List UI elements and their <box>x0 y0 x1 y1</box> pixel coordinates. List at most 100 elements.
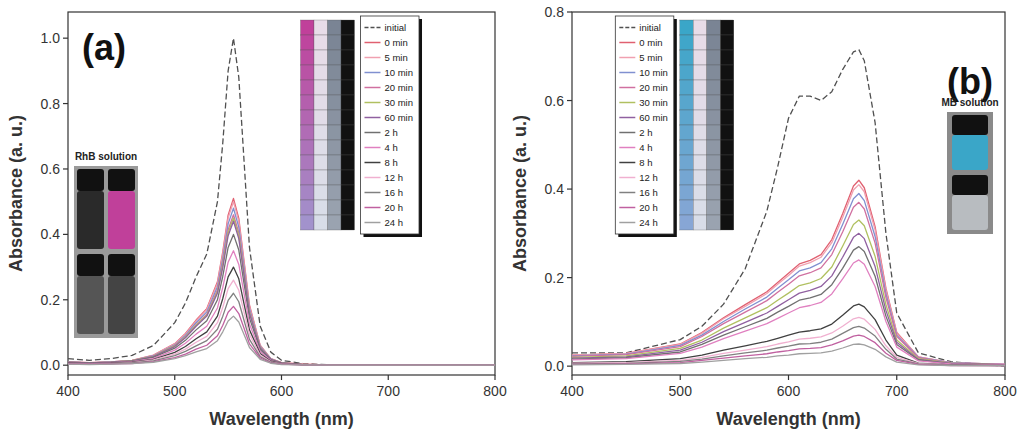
x-tick-label: 700 <box>377 383 401 399</box>
legend-swatch <box>364 72 380 74</box>
photo-cell <box>720 50 734 65</box>
photo-cell <box>720 110 734 125</box>
photo-cell <box>720 20 734 35</box>
x-tick <box>571 375 572 380</box>
legend-label: 10 min <box>384 67 413 78</box>
y-tick <box>63 234 68 235</box>
legend-label: 0 min <box>384 37 407 48</box>
spectrum-line <box>572 335 1005 366</box>
photo-cell <box>693 65 707 80</box>
photo-cell <box>680 80 694 95</box>
legend: initial0 min5 min10 min20 min30 min60 mi… <box>615 16 677 237</box>
legend-swatch <box>619 192 635 194</box>
photo-cell <box>314 200 328 215</box>
photo-cell <box>680 35 694 50</box>
legend-swatch <box>619 57 635 59</box>
photo-cell <box>720 215 734 230</box>
photo-cell <box>707 110 721 125</box>
spectrum-line <box>572 260 1005 365</box>
x-tick <box>680 375 681 380</box>
vial-body <box>952 135 988 170</box>
y-tick <box>567 11 572 12</box>
photo-cell <box>341 140 355 155</box>
legend-box <box>360 16 419 234</box>
photo-cell <box>327 50 341 65</box>
photo-cell <box>314 140 328 155</box>
vial-body <box>77 191 104 249</box>
legend-swatch <box>619 117 635 119</box>
x-tick-label: 400 <box>560 383 584 399</box>
legend-swatch <box>619 177 635 179</box>
photo-cell <box>693 155 707 170</box>
plot-frame <box>68 12 495 375</box>
photo-cell <box>693 185 707 200</box>
y-tick-label: 0.6 <box>545 93 565 109</box>
legend-box <box>615 16 674 234</box>
y-tick-label: 0.8 <box>545 4 565 20</box>
legend-label: 12 h <box>384 172 403 183</box>
legend-label: 16 h <box>639 187 658 198</box>
photo-cell <box>341 185 355 200</box>
y-tick <box>63 365 68 366</box>
photo-cell <box>707 20 721 35</box>
y-tick <box>63 38 68 39</box>
lines <box>68 38 495 365</box>
x-tick <box>494 375 495 380</box>
photo-cell <box>327 200 341 215</box>
photo-cell <box>300 140 314 155</box>
spectrum-line <box>68 38 495 365</box>
photo-cell <box>300 80 314 95</box>
legend-swatch <box>364 222 380 224</box>
vial-cap <box>77 254 104 276</box>
x-tick-label: 800 <box>483 383 507 399</box>
legend-label: 20 min <box>639 82 668 93</box>
photo-cell <box>720 95 734 110</box>
legend-swatch <box>364 87 380 89</box>
photo-cell <box>720 200 734 215</box>
legend-label: 30 min <box>639 97 668 108</box>
legend-label: 0 min <box>639 37 662 48</box>
legend-label: 12 h <box>639 172 658 183</box>
photo-cell <box>341 65 355 80</box>
spectrum-line <box>572 247 1005 365</box>
legend-label: 24 h <box>639 217 658 228</box>
y-axis-title: Absorbance (a. u.) <box>6 115 26 272</box>
photo-cell <box>300 155 314 170</box>
x-tick <box>174 375 175 380</box>
photo-cell <box>300 50 314 65</box>
photo-cell <box>300 170 314 185</box>
legend-label: 24 h <box>384 217 403 228</box>
photo-cell <box>341 35 355 50</box>
vial-cap <box>108 254 135 276</box>
photo-cell <box>707 35 721 50</box>
photo-cell <box>327 65 341 80</box>
legend-swatch <box>364 207 380 209</box>
legend-swatch <box>364 177 380 179</box>
spectrum-line <box>572 317 1005 365</box>
legend-label: 10 min <box>639 67 668 78</box>
spectrum-line <box>572 326 1005 365</box>
photo-cell <box>327 95 341 110</box>
photo-cell <box>341 20 355 35</box>
x-tick-label: 700 <box>885 383 909 399</box>
x-axis-title: Wavelength (nm) <box>209 409 353 429</box>
photo-cell <box>341 110 355 125</box>
photo-cell <box>707 65 721 80</box>
y-tick <box>567 188 572 189</box>
legend-label: 8 h <box>384 157 397 168</box>
photo-cell <box>314 125 328 140</box>
photo-cell <box>707 200 721 215</box>
photo-cell <box>680 215 694 230</box>
legend-swatch <box>619 72 635 74</box>
inset-photo <box>947 112 993 234</box>
panel: 4005006007008000.00.20.40.60.8Wavelength… <box>510 4 1017 429</box>
legend-label: 4 h <box>639 142 652 153</box>
photo-cell <box>680 185 694 200</box>
legend-swatch <box>364 147 380 149</box>
spectrum-line <box>68 267 495 365</box>
spectrum-line <box>572 220 1005 365</box>
photo-cell <box>720 65 734 80</box>
photo-cell <box>300 35 314 50</box>
photo-cell <box>707 215 721 230</box>
photo-cell <box>720 185 734 200</box>
